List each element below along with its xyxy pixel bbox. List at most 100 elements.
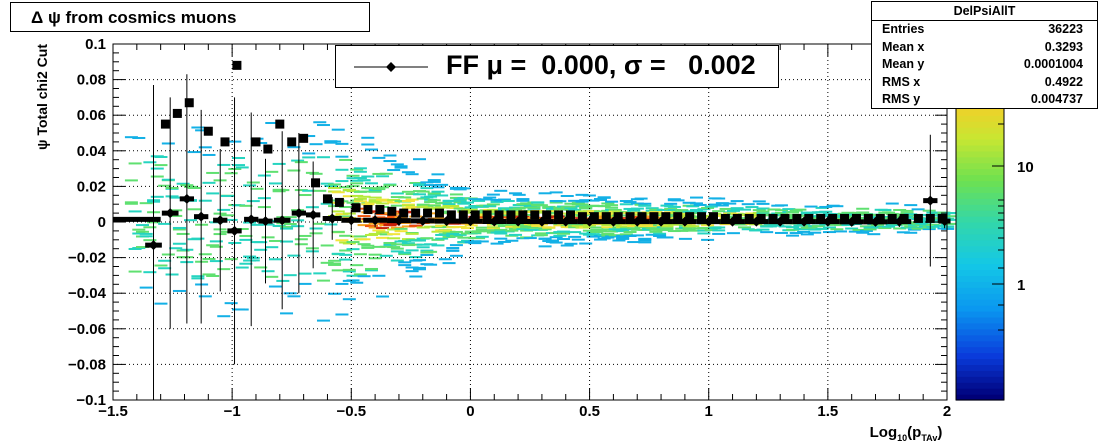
color-scale-step xyxy=(956,287,1004,294)
x-tick-label: 0.5 xyxy=(579,403,600,420)
heatmap-cell xyxy=(638,237,652,240)
heatmap-cell xyxy=(328,292,342,295)
heatmap-cell xyxy=(331,269,345,272)
heatmap-cell xyxy=(619,228,633,231)
heatmap-cell xyxy=(656,229,670,232)
heatmap-cell xyxy=(401,242,415,245)
heatmap-cell xyxy=(575,203,589,206)
heatmap-cell xyxy=(593,210,607,213)
heatmap-cell xyxy=(634,197,648,200)
heatmap-cell xyxy=(342,195,356,198)
y-tick-label: 0 xyxy=(98,214,106,231)
heatmap-cell xyxy=(774,211,788,214)
heatmap-cell xyxy=(420,253,434,256)
color-scale-step xyxy=(956,305,1004,312)
heatmap-cell xyxy=(826,223,840,226)
heatmap-cell xyxy=(549,191,563,194)
heatmap-cell xyxy=(372,274,386,277)
heatmap-cell xyxy=(209,260,223,263)
heatmap-cell xyxy=(420,181,434,184)
heatmap-cell xyxy=(475,205,489,208)
y-tick-label: 0.02 xyxy=(77,178,106,195)
heatmap-cell xyxy=(697,229,711,232)
heatmap-cell xyxy=(390,204,404,207)
heatmap-cell xyxy=(571,238,585,241)
heatmap-cell xyxy=(232,164,246,167)
heatmap-cell xyxy=(579,242,593,245)
heatmap-cell xyxy=(265,275,279,278)
heatmap-cell xyxy=(390,243,404,246)
heatmap-cell xyxy=(339,249,353,252)
heatmap-cell xyxy=(206,192,220,195)
heatmap-cell xyxy=(172,289,186,292)
heatmap-cell xyxy=(390,247,404,250)
heatmap-cell xyxy=(593,238,607,241)
color-scale-step xyxy=(956,192,1004,199)
heatmap-cell xyxy=(339,186,353,189)
heatmap-cell xyxy=(413,193,427,196)
heatmap-cell xyxy=(158,267,172,270)
heatmap-cell xyxy=(538,237,552,240)
heatmap-cell xyxy=(494,237,508,240)
heatmap-cell xyxy=(132,136,146,139)
heatmap-cell xyxy=(634,226,648,229)
data-point-square xyxy=(263,144,273,154)
heatmap-cell xyxy=(593,229,607,232)
heatmap-cell xyxy=(169,214,183,217)
color-scale-step xyxy=(956,162,1004,170)
heatmap-cell xyxy=(398,196,412,199)
heatmap-cell xyxy=(453,198,467,201)
data-point-diamond xyxy=(308,209,319,220)
heatmap-cell xyxy=(376,213,390,216)
color-scale-step xyxy=(956,275,1004,282)
heatmap-cell xyxy=(472,237,486,240)
heatmap-cell xyxy=(475,240,489,243)
heatmap-cell xyxy=(265,121,279,124)
heatmap-cell xyxy=(944,222,958,225)
heatmap-cell xyxy=(664,211,678,214)
heatmap-cell xyxy=(630,228,644,231)
data-point-square xyxy=(494,210,504,220)
heatmap-cell xyxy=(442,262,456,265)
data-point-square xyxy=(768,213,778,223)
heatmap-cell xyxy=(357,275,371,278)
heatmap-cell xyxy=(767,208,781,211)
color-scale-step xyxy=(956,245,1004,253)
heatmap-cell xyxy=(309,172,323,175)
heatmap-cell xyxy=(398,264,412,267)
heatmap-cell xyxy=(730,200,744,203)
heatmap-cell xyxy=(158,184,172,187)
heatmap-cell xyxy=(797,230,811,233)
heatmap-cell xyxy=(752,200,766,203)
data-point-square xyxy=(925,213,935,223)
heatmap-cell xyxy=(630,207,644,210)
y-tick-label: −0.02 xyxy=(68,250,106,267)
heatmap-cell xyxy=(605,235,619,238)
heatmap-cell xyxy=(734,223,748,226)
heatmap-cell xyxy=(756,207,770,210)
color-scale-step xyxy=(956,388,1004,395)
heatmap-cell xyxy=(490,200,504,203)
heatmap-cell xyxy=(139,286,153,289)
heatmap-cell xyxy=(383,224,397,227)
stats-row-rms-x: RMS x 0.4922 xyxy=(872,74,1097,92)
heatmap-cell xyxy=(475,226,489,229)
heatmap-cell xyxy=(793,208,807,211)
data-point-diamond xyxy=(370,215,381,226)
heatmap-cell xyxy=(435,194,449,197)
heatmap-cell xyxy=(224,302,238,305)
heatmap-cell xyxy=(582,229,596,232)
heatmap-cell xyxy=(154,164,168,167)
heatmap-cell xyxy=(719,207,733,210)
data-point-diamond xyxy=(246,214,257,225)
heatmap-cell xyxy=(586,235,600,238)
heatmap-cell xyxy=(202,181,216,184)
heatmap-cell xyxy=(501,200,515,203)
heatmap-cell xyxy=(169,247,183,250)
heatmap-cell xyxy=(863,228,877,231)
heatmap-cell xyxy=(616,225,630,228)
heatmap-cell xyxy=(693,210,707,213)
heatmap-cell xyxy=(486,227,500,230)
heatmap-cell xyxy=(161,253,175,256)
heatmap-cell xyxy=(139,232,153,235)
